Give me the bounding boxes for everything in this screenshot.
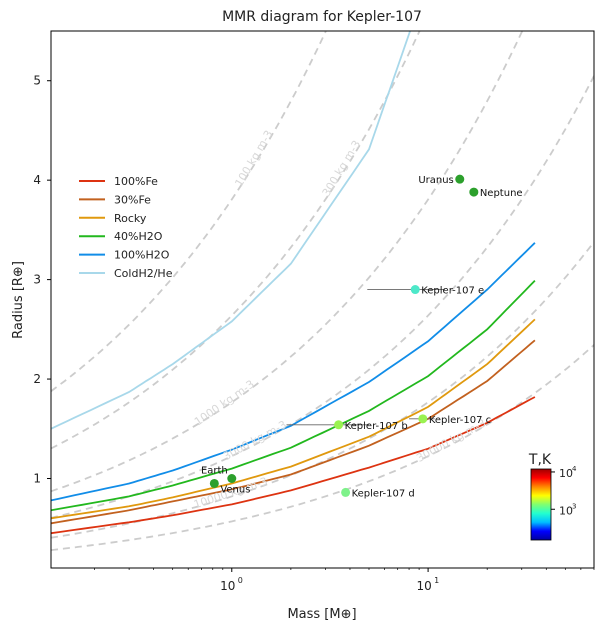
series-line-100-fe — [51, 396, 536, 535]
planet-label: Kepler-107 e — [421, 286, 484, 297]
legend-label: Rocky — [114, 212, 147, 225]
legend-label: ColdH2/He — [114, 267, 173, 280]
x-tick-exponent: 0 — [238, 576, 243, 585]
series-line-100-h2o — [51, 242, 536, 502]
colorbar-gradient — [530, 468, 552, 541]
density-label: 1000 kg m-3 — [192, 378, 257, 429]
density-curve — [51, 31, 524, 493]
planet-marker — [418, 414, 428, 424]
planet-label: Earth — [201, 466, 228, 477]
density-curve — [51, 31, 327, 393]
density-curve — [51, 75, 594, 519]
colorbar-label: T,K — [528, 452, 552, 468]
planet-marker — [334, 420, 344, 430]
planet-label: Venus — [220, 484, 250, 495]
planet-label: Uranus — [418, 175, 453, 186]
y-axis-label: Radius [R⊕] — [11, 261, 26, 339]
x-tick-exponent: 1 — [434, 576, 439, 585]
y-tick-label: 4 — [33, 173, 41, 187]
series-line-30-fe — [51, 339, 536, 525]
x-tick-label: 10 — [416, 579, 431, 593]
planet-marker — [341, 487, 351, 497]
legend-label: 100%H2O — [114, 249, 170, 262]
colorbar-tick-label: 10 — [559, 467, 573, 480]
legend-label: 100%Fe — [114, 175, 158, 188]
planet-marker — [227, 474, 237, 483]
y-tick-label: 3 — [33, 273, 41, 287]
series-line-coldh2-he — [51, 31, 411, 430]
planet-label: Kepler-107 d — [352, 488, 415, 499]
planet-marker — [410, 285, 420, 295]
density-label: 3000 kg m-3 — [221, 418, 289, 463]
density-curve — [51, 344, 594, 551]
chart-title: MMR diagram for Kepler-107 — [222, 9, 422, 25]
plot-frame — [50, 30, 595, 569]
plot-area — [51, 31, 594, 551]
x-tick-label: 10 — [220, 579, 235, 593]
x-axis-label: Mass [M⊕] — [287, 607, 356, 622]
series-line-rocky — [51, 318, 536, 520]
y-tick-label: 2 — [33, 372, 41, 386]
legend-label: 40%H2O — [114, 230, 163, 243]
planet-label: Neptune — [480, 188, 523, 199]
planet-label: Kepler-107 c — [429, 415, 491, 426]
legend: 100%Fe 30%Fe Rocky 40%H2O 100%H2O ColdH2/He — [79, 175, 173, 280]
colorbar-tick-label: 10 — [559, 504, 573, 517]
y-tick-label: 5 — [33, 74, 41, 88]
planet-marker — [209, 478, 219, 488]
series-line-40-h2o — [51, 279, 536, 512]
density-curve — [51, 241, 594, 539]
planet-marker — [469, 187, 479, 197]
colorbar-tick-exponent: 4 — [572, 465, 577, 473]
colorbar-tick-exponent: 3 — [572, 502, 576, 510]
y-tick-label: 1 — [33, 472, 41, 486]
density-label: 100 kg m-3 — [232, 128, 275, 189]
legend-label: 30%Fe — [114, 193, 151, 206]
planet-label: Kepler-107 b — [345, 421, 408, 432]
planet-marker — [455, 174, 465, 184]
